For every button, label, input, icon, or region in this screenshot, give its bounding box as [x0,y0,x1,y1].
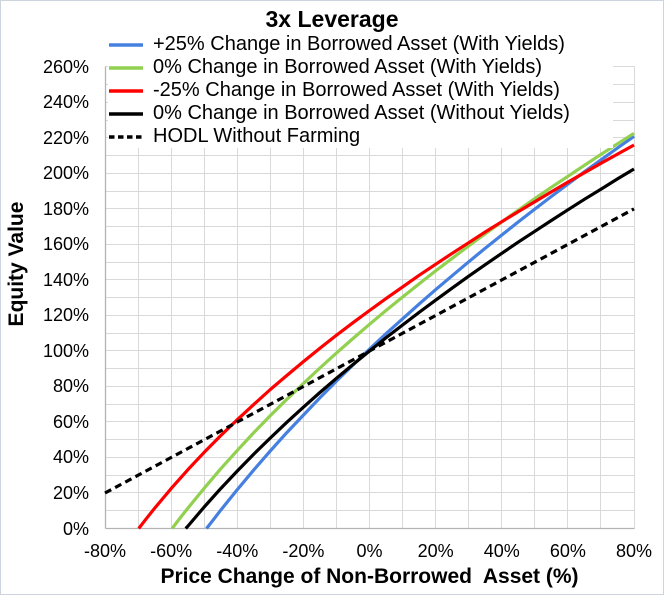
legend-item-zero-borrowed-with-yields: 0% Change in Borrowed Asset (With Yields… [108,56,613,79]
curve-plus25-borrowed-with-yields [205,134,635,530]
x-axis-title: Price Change of Non-Borrowed Asset (%) [160,565,579,588]
x-tick-label: 40% [483,541,520,561]
y-tick-label: 180% [42,198,89,219]
legend-item-hodl-without-farming: HODL Without Farming [108,125,613,148]
legend-item-minus25-borrowed-with-yields: -25% Change in Borrowed Asset (With Yiel… [108,79,613,102]
legend-label: +25% Change in Borrowed Asset (With Yiel… [153,33,565,55]
x-tick-label: 80% [615,541,653,561]
legend-line-sample-icon [109,111,143,116]
legend-item-plus25-borrowed-with-yields: +25% Change in Borrowed Asset (With Yiel… [108,33,613,56]
y-tick-label: 220% [42,127,89,148]
y-tick-label: 100% [42,340,89,361]
legend-line-sample-icon [109,88,143,93]
curve-hodl-without-farming [104,207,635,495]
x-tick-label: 60% [549,541,586,561]
y-tick-label: 160% [42,234,89,255]
y-tick-label: 200% [42,163,89,184]
curve-minus25-borrowed-with-yields [137,143,635,530]
y-tick-label: 60% [52,411,89,432]
x-tick-label: -60% [150,541,193,561]
legend-label: HODL Without Farming [153,125,361,147]
legend-label: 0% Change in Borrowed Asset (With Yields… [153,56,543,78]
chart-title: 3x Leverage [265,6,399,32]
legend: +25% Change in Borrowed Asset (With Yiel… [108,33,613,148]
legend-item-zero-borrowed-without-yields: 0% Change in Borrowed Asset (Without Yie… [108,102,613,125]
legend-label: -25% Change in Borrowed Asset (With Yiel… [153,79,560,101]
y-tick-label: 0% [62,518,89,539]
y-tick-label: 80% [52,376,89,397]
legend-line-sample-icon [109,134,143,139]
x-tick-label: 20% [417,541,454,561]
legend-line-sample-icon [109,65,143,70]
x-tick-label: -20% [282,541,325,561]
axis-lines [104,66,635,530]
legend-label: 0% Change in Borrowed Asset (Without Yie… [153,102,570,124]
curve-zero-borrowed-with-yields [170,131,635,530]
y-tick-label: 140% [42,269,89,290]
x-tick-label: 0% [356,541,383,561]
y-tick-label: 260% [42,56,89,77]
y-tick-label: 240% [42,92,89,113]
y-tick-label: 20% [52,482,89,503]
y-tick-label: 120% [42,305,89,326]
y-tick-label: 40% [52,447,89,468]
legend-line-sample-icon [109,42,143,47]
curve-zero-borrowed-without-yields [184,167,635,530]
x-tick-label: -80% [83,541,127,561]
x-tick-label: -40% [216,541,259,561]
